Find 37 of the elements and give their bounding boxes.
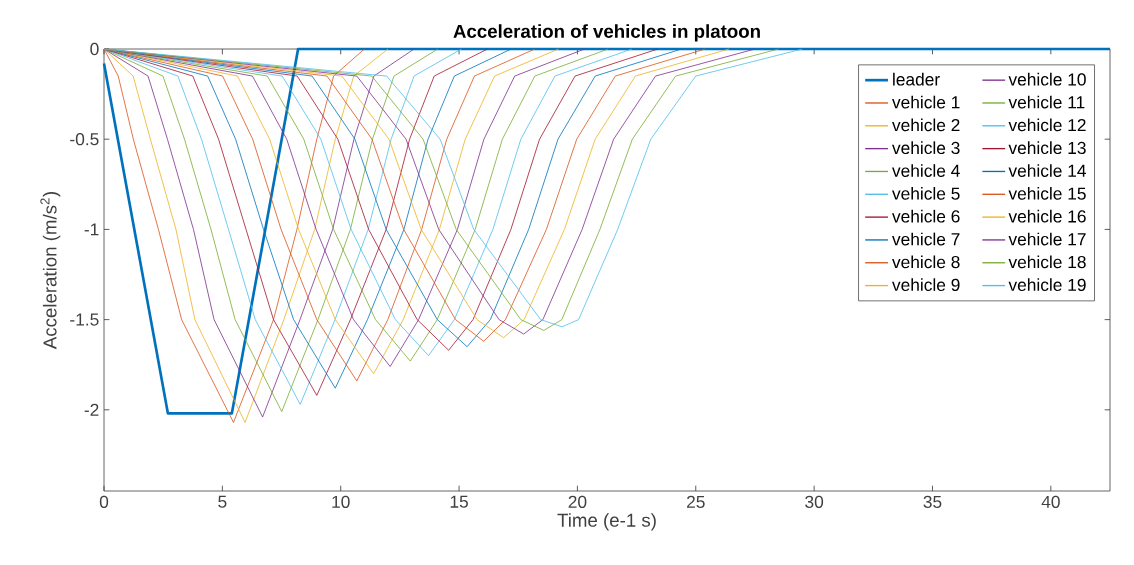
legend-label: vehicle 18: [1008, 255, 1086, 269]
legend-label: vehicle 17: [1008, 232, 1086, 246]
x-tick-label: 5: [218, 495, 227, 508]
x-tick-label: 20: [568, 495, 587, 508]
chart-title: Acceleration of vehicles in platoon: [453, 24, 760, 42]
legend-label: vehicle 16: [1008, 209, 1086, 223]
legend-label: vehicle 7: [892, 232, 960, 246]
x-tick-label: 30: [805, 495, 824, 508]
legend-label: vehicle 14: [1008, 164, 1086, 177]
legend-label: vehicle 13: [1008, 141, 1086, 155]
legend-label: vehicle 11: [1008, 95, 1085, 109]
legend-label: vehicle 19: [1008, 278, 1086, 292]
legend-label: vehicle 10: [1008, 72, 1086, 86]
x-axis-title: Time (e-1 s): [557, 513, 656, 531]
legend-label: vehicle 12: [1008, 118, 1086, 132]
y-tick-label: -2: [84, 403, 99, 416]
y-tick-label: -0.5: [70, 133, 99, 146]
y-axis-title: Acceleration (m/s$^{2}$): [40, 191, 61, 350]
legend-label: vehicle 8: [892, 255, 960, 269]
legend-label: vehicle 3: [892, 141, 960, 155]
legend-label: vehicle 9: [892, 278, 960, 292]
y-tick-label: -1.5: [70, 313, 99, 326]
legend-label: vehicle 5: [892, 187, 960, 200]
x-tick-label: 15: [450, 495, 468, 508]
x-tick-label: 35: [923, 495, 942, 508]
legend-label: vehicle 2: [892, 118, 960, 132]
x-tick-label: 0: [99, 495, 109, 508]
x-tick-label: 40: [1041, 495, 1060, 508]
y-tick-label: 0: [90, 42, 99, 56]
legend-label: leader: [893, 72, 940, 86]
y-tick-label: -1: [84, 223, 99, 236]
legend-label: vehicle 4: [892, 164, 960, 177]
x-tick-label: 10: [332, 495, 350, 508]
legend-label: vehicle 6: [892, 209, 960, 223]
legend-label: vehicle 15: [1008, 187, 1086, 200]
x-tick-label: 25: [687, 495, 705, 508]
legend-label: vehicle 1: [892, 95, 960, 109]
